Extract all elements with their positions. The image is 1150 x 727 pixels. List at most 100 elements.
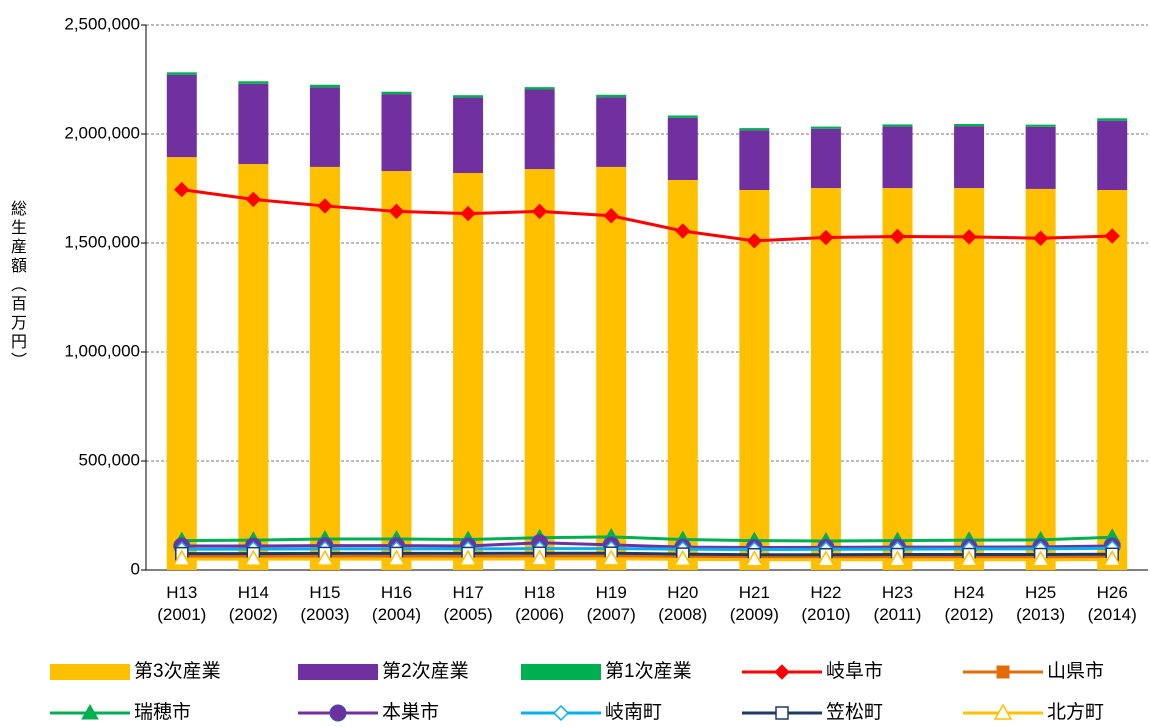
line-marker — [317, 198, 333, 214]
x-tick-label: H26 (2014) — [1087, 583, 1137, 624]
legend-label: 第2次産業 — [382, 660, 469, 682]
line-marker — [245, 191, 262, 208]
bar — [882, 124, 913, 127]
bar — [810, 188, 841, 570]
bar — [810, 126, 841, 129]
line — [181, 188, 1113, 243]
bar — [238, 81, 269, 84]
legend-marker — [774, 664, 790, 680]
line-marker — [959, 550, 979, 567]
bar — [739, 190, 770, 570]
x-tick-label: H23 (2011) — [873, 583, 922, 624]
line-marker — [460, 205, 476, 222]
x-tick-label: H20 (2008) — [658, 583, 708, 624]
x-tick-label: H13 (2001) — [157, 583, 207, 624]
bar — [882, 188, 913, 570]
bar — [739, 128, 770, 131]
bar — [381, 94, 412, 172]
y-tick-label: 1,000,000 — [64, 341, 140, 360]
bar — [1025, 188, 1056, 570]
line-marker — [818, 229, 834, 246]
bar — [596, 94, 627, 98]
bar — [596, 166, 627, 570]
bar — [739, 130, 770, 191]
legend-marker — [81, 703, 99, 720]
line-marker — [673, 549, 693, 567]
line-marker — [745, 550, 764, 567]
legend-item: 岐阜市 — [742, 660, 883, 682]
bar — [1025, 126, 1056, 189]
bar — [524, 89, 555, 170]
bar — [453, 97, 484, 174]
x-tick-label: H24 (2012) — [944, 583, 994, 624]
legend-item: 第3次産業 — [50, 660, 221, 682]
legend-swatch — [298, 664, 378, 680]
line-marker — [675, 223, 691, 239]
bar — [524, 87, 555, 90]
bar — [166, 72, 197, 75]
bar — [954, 123, 985, 127]
legend-label: 第3次産業 — [134, 660, 221, 682]
x-tick-label: H21 (2009) — [729, 583, 779, 624]
legend-item: 第2次産業 — [298, 660, 469, 682]
line-marker — [530, 549, 549, 566]
line-marker — [458, 549, 478, 566]
legend-item: 山県市 — [963, 660, 1104, 682]
y-tick-label: 2,000,000 — [64, 123, 140, 142]
bar — [667, 117, 698, 180]
bar — [166, 74, 197, 158]
bar — [1097, 190, 1128, 570]
line-marker — [244, 549, 263, 566]
bar — [309, 87, 340, 167]
legend-item: 笠松町 — [742, 701, 883, 723]
bar — [166, 157, 197, 570]
legend-label: 瑞穂市 — [134, 701, 191, 723]
line-marker — [315, 549, 335, 566]
legend-item: 第1次産業 — [521, 660, 692, 682]
line-marker — [888, 550, 907, 567]
legend-marker — [329, 704, 347, 722]
x-tick-label: H25 (2013) — [1016, 583, 1066, 624]
legend-marker — [993, 703, 1013, 720]
bar — [309, 166, 340, 570]
line-marker — [388, 203, 405, 220]
line — [181, 546, 1113, 552]
legend-marker — [775, 706, 789, 720]
bar — [954, 188, 985, 570]
line-marker — [172, 549, 192, 566]
line — [181, 535, 1113, 543]
legend-marker — [996, 665, 1010, 679]
legend-item: 北方町 — [963, 701, 1104, 723]
line-marker — [746, 233, 763, 249]
y-tick-label: 0 — [131, 559, 140, 578]
line-marker — [601, 549, 621, 566]
bar — [381, 171, 412, 570]
line-marker — [174, 181, 190, 198]
bar — [1097, 118, 1128, 121]
x-tick-label: H15 (2003) — [300, 583, 350, 624]
line — [181, 557, 1113, 562]
line-marker — [603, 208, 619, 224]
legend-item: 本巣市 — [298, 701, 439, 723]
bar — [238, 83, 269, 165]
x-tick-label: H19 (2007) — [586, 583, 636, 624]
bar — [667, 115, 698, 118]
legend-label: 岐阜市 — [826, 660, 883, 682]
bar — [309, 84, 340, 88]
line-marker — [961, 229, 977, 245]
bar — [453, 95, 484, 98]
legend-label: 北方町 — [1047, 701, 1104, 723]
legend-label: 第1次産業 — [605, 660, 692, 682]
line-marker — [1032, 230, 1049, 246]
legend-item: 岐南町 — [521, 701, 662, 723]
bar — [596, 97, 627, 167]
y-axis-title: 総生産額（百万円） — [8, 200, 25, 371]
x-tick-label: H17 (2005) — [443, 583, 493, 624]
bar — [882, 126, 913, 189]
line-marker — [387, 549, 406, 566]
y-tick-label: 2,500,000 — [64, 14, 140, 33]
x-tick-label: H18 (2006) — [515, 583, 565, 624]
bar — [667, 179, 698, 571]
